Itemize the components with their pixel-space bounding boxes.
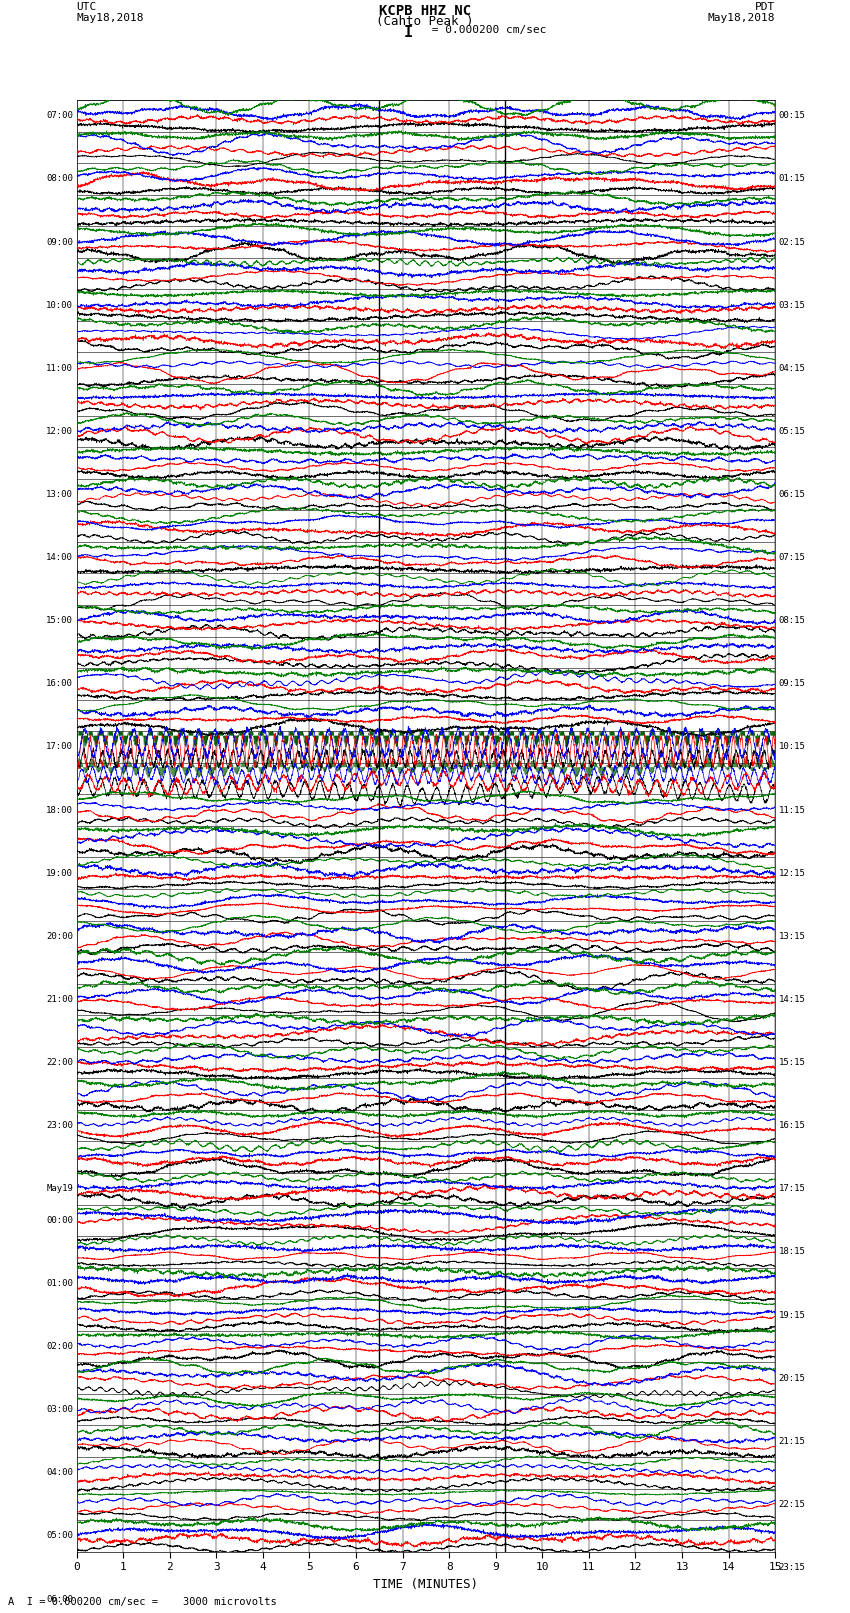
Text: May19: May19	[46, 1184, 73, 1194]
Text: 07:15: 07:15	[779, 553, 806, 561]
Text: UTC: UTC	[76, 2, 97, 11]
Text: 19:15: 19:15	[779, 1310, 806, 1319]
Text: 00:00: 00:00	[46, 1216, 73, 1224]
Text: 06:15: 06:15	[779, 490, 806, 498]
Text: 04:15: 04:15	[779, 365, 806, 373]
Text: 17:00: 17:00	[46, 742, 73, 752]
Text: 02:00: 02:00	[46, 1342, 73, 1352]
Text: 09:15: 09:15	[779, 679, 806, 689]
Text: (Cahto Peak ): (Cahto Peak )	[377, 15, 473, 27]
Text: 07:00: 07:00	[46, 111, 73, 121]
Text: 21:00: 21:00	[46, 995, 73, 1003]
Text: 01:15: 01:15	[779, 174, 806, 184]
Text: 18:15: 18:15	[779, 1247, 806, 1257]
Text: 11:00: 11:00	[46, 365, 73, 373]
Text: I: I	[404, 24, 412, 40]
Text: 21:15: 21:15	[779, 1437, 806, 1445]
Text: 12:15: 12:15	[779, 869, 806, 877]
Text: 22:00: 22:00	[46, 1058, 73, 1068]
Text: 05:15: 05:15	[779, 427, 806, 436]
Text: 18:00: 18:00	[46, 805, 73, 815]
Text: 03:00: 03:00	[46, 1405, 73, 1415]
Text: 22:15: 22:15	[779, 1500, 806, 1508]
Text: 20:15: 20:15	[779, 1374, 806, 1382]
X-axis label: TIME (MINUTES): TIME (MINUTES)	[373, 1578, 479, 1590]
Text: 13:00: 13:00	[46, 490, 73, 498]
Text: 15:15: 15:15	[779, 1058, 806, 1068]
Text: 08:15: 08:15	[779, 616, 806, 626]
Text: 04:00: 04:00	[46, 1468, 73, 1478]
Text: 10:00: 10:00	[46, 300, 73, 310]
Text: PDT: PDT	[755, 2, 775, 11]
Text: 05:00: 05:00	[46, 1531, 73, 1540]
Text: May18,2018: May18,2018	[708, 13, 775, 23]
Text: 09:00: 09:00	[46, 237, 73, 247]
Text: 20:00: 20:00	[46, 932, 73, 940]
Text: May18,2018: May18,2018	[76, 13, 144, 23]
Text: 00:15: 00:15	[779, 111, 806, 121]
Text: = 0.000200 cm/sec: = 0.000200 cm/sec	[425, 24, 547, 35]
Text: 14:15: 14:15	[779, 995, 806, 1003]
Text: 06:00: 06:00	[46, 1595, 73, 1603]
Text: 19:00: 19:00	[46, 869, 73, 877]
Text: 17:15: 17:15	[779, 1184, 806, 1194]
Text: 08:00: 08:00	[46, 174, 73, 184]
Text: KCPB HHZ NC: KCPB HHZ NC	[379, 5, 471, 18]
Text: 12:00: 12:00	[46, 427, 73, 436]
Text: A  I = 0.000200 cm/sec =    3000 microvolts: A I = 0.000200 cm/sec = 3000 microvolts	[8, 1597, 277, 1607]
Text: 23:00: 23:00	[46, 1121, 73, 1131]
Text: 15:00: 15:00	[46, 616, 73, 626]
Text: 14:00: 14:00	[46, 553, 73, 561]
Text: 16:15: 16:15	[779, 1121, 806, 1131]
Text: 23:15: 23:15	[779, 1563, 806, 1573]
Text: 01:00: 01:00	[46, 1279, 73, 1287]
Text: 11:15: 11:15	[779, 805, 806, 815]
Text: 03:15: 03:15	[779, 300, 806, 310]
Text: 16:00: 16:00	[46, 679, 73, 689]
Text: 02:15: 02:15	[779, 237, 806, 247]
Text: 10:15: 10:15	[779, 742, 806, 752]
Text: 13:15: 13:15	[779, 932, 806, 940]
